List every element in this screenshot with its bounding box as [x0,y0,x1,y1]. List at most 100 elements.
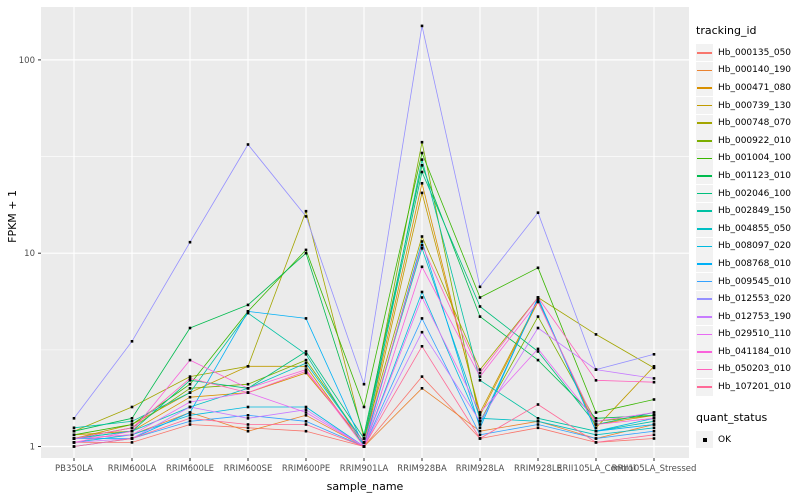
data-point [652,426,656,430]
legend-item-Hb_029510_110: Hb_029510_110 [696,325,800,344]
legend-item-Hb_009545_010: Hb_009545_010 [696,273,800,291]
legend-key-line [697,333,712,336]
data-point [304,420,308,423]
legend-key-line [697,263,712,265]
legend-item-label: Hb_002849_150 [718,206,792,217]
data-point [246,426,250,430]
data-point [188,395,192,399]
legend-item-Hb_008768_010: Hb_008768_010 [696,255,800,273]
data-point [478,433,482,437]
data-point [536,358,540,362]
data-point [536,420,540,423]
data-point [362,382,366,386]
legend-key-swatch [696,378,713,396]
legend-item-label: Hb_000739_130 [718,100,792,111]
legend-title-quant-status: quant_status [696,410,768,424]
data-point [478,417,482,420]
legend-key-line [697,245,712,248]
legend-key-line [697,386,712,388]
data-point [652,437,656,440]
legend-key-line [697,140,712,142]
data-point [594,441,598,444]
data-point [536,300,540,304]
data-point [652,420,656,423]
data-point [478,423,482,426]
data-point [188,391,192,394]
data-point [536,423,540,426]
legend-item-label: OK [718,434,731,445]
legend-item-Hb_041184_010: Hb_041184_010 [696,343,800,361]
data-point [420,182,424,185]
data-point [536,296,540,299]
legend-key-line [697,175,712,177]
data-point [536,347,540,351]
y-tick-label: 10 [24,249,35,259]
data-point [304,350,308,353]
data-point [246,405,250,409]
legend-item-label: Hb_000135_050 [718,47,792,58]
data-point [304,429,308,433]
data-point [420,345,424,348]
data-point [652,380,656,384]
legend-key-line [697,316,712,318]
data-point [652,353,656,356]
data-point [362,441,366,444]
data-point [188,358,192,362]
data-point [72,437,76,440]
data-point [420,191,424,195]
data-point [420,296,424,299]
legend-key-line [697,351,712,353]
data-point [188,379,192,382]
data-point [478,420,482,423]
legend-shape-items: OK [696,431,800,449]
legend-item-label: Hb_001004_100 [718,153,792,164]
legend-item-Hb_000471_080: Hb_000471_080 [696,79,800,97]
x-tick-label: RRII105LA_Control [557,464,636,474]
data-point [246,303,250,307]
data-point [130,417,134,420]
data-point [478,375,482,378]
data-point [246,143,250,146]
data-point [362,437,366,440]
y-axis-title: FPKM + 1 [6,190,19,243]
data-point [594,411,598,414]
data-point [246,414,250,417]
panel-background [41,7,689,458]
legend-key-line [697,298,712,300]
legend-item-label: Hb_029510_110 [718,329,792,340]
legend-item-Hb_000140_190: Hb_000140_190 [696,61,800,80]
x-tick-label: RRIM901LA [340,464,389,474]
data-point [594,423,598,426]
legend-item-Hb_000748_070: Hb_000748_070 [696,114,800,132]
data-point [246,382,250,386]
legend-item-Hb_002849_150: Hb_002849_150 [696,202,800,220]
data-point [188,411,192,414]
data-point [246,429,250,433]
data-point [536,426,540,430]
data-point [304,317,308,320]
data-point [420,140,424,144]
data-point [594,420,598,423]
data-point [246,310,250,313]
data-point [72,433,76,437]
data-point [72,445,76,448]
legend-title-tracking-id: tracking_id [696,24,757,37]
legend-item-quant: OK [696,431,800,449]
data-point [130,423,134,426]
data-point [188,382,192,386]
legend-key-line [697,87,712,89]
data-point [130,437,134,440]
legend-item-label: Hb_000922_010 [718,135,792,146]
legend-item-label: Hb_000140_190 [718,65,792,76]
legend: tracking_id Hb_000135_050 Hb_000140_190 … [696,24,800,449]
data-point [478,296,482,299]
data-point [478,368,482,371]
data-point [478,426,482,430]
legend-key-line [697,69,712,72]
legend-key-swatch [696,255,713,273]
data-point [652,398,656,401]
legend-color-items: Hb_000135_050 Hb_000140_190 Hb_000471_08… [696,44,800,396]
data-point [420,247,424,250]
data-point [130,340,134,343]
